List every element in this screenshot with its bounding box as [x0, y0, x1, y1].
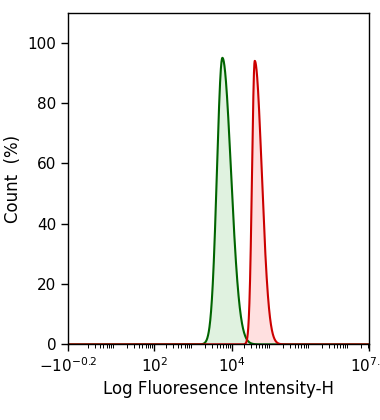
X-axis label: Log Fluoresence Intensity-H: Log Fluoresence Intensity-H: [103, 381, 334, 399]
Y-axis label: Count  (%): Count (%): [4, 134, 22, 223]
